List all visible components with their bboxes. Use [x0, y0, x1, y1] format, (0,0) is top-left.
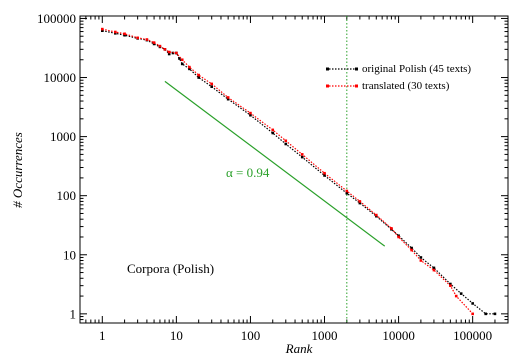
x-tick-label: 1	[99, 328, 106, 343]
data-point	[226, 97, 230, 101]
data-point	[158, 44, 162, 48]
legend: original Polish (45 texts) translated (3…	[326, 63, 471, 92]
data-point	[152, 42, 156, 46]
data-point	[300, 155, 304, 159]
data-point	[432, 266, 436, 270]
data-point	[493, 312, 497, 316]
data-point	[210, 82, 214, 86]
data-point	[390, 227, 393, 230]
data-point	[358, 200, 362, 203]
data-point	[145, 38, 149, 41]
data-point	[271, 131, 275, 135]
data-point	[300, 153, 304, 156]
data-point	[358, 201, 362, 205]
legend-marker	[355, 67, 358, 71]
y-axis-title: # Occurrences	[10, 132, 25, 208]
data-point	[197, 76, 200, 79]
data-point	[226, 96, 230, 99]
data-point	[459, 292, 463, 295]
data-point	[100, 29, 104, 33]
x-tick-label: 10	[170, 328, 183, 343]
legend-sample-translated	[326, 84, 358, 88]
data-point	[188, 67, 191, 71]
alpha-label: α = 0.94	[226, 165, 270, 180]
x-tick-label: 100000	[453, 328, 492, 343]
data-point	[163, 48, 167, 51]
data-point	[249, 113, 252, 117]
data-point	[180, 62, 184, 66]
data-point	[345, 191, 349, 195]
y-tick-label: 100	[57, 188, 77, 203]
data-point	[432, 268, 436, 272]
data-point	[449, 282, 452, 286]
series-translated	[100, 27, 474, 316]
legend-marker	[326, 84, 329, 88]
plot-frame	[79, 15, 509, 324]
axis-tick-labels: 1 10 100 1000 10000 100000 1 10 100 1000 10000 1000…	[37, 11, 492, 343]
data-point	[484, 312, 488, 316]
data-point	[123, 32, 126, 36]
data-point	[397, 235, 400, 239]
data-point	[323, 174, 326, 177]
y-tick-label: 10000	[44, 70, 77, 85]
data-point	[167, 50, 171, 54]
axis-ticks	[80, 16, 508, 324]
legend-marker	[326, 67, 329, 71]
data-point	[454, 294, 458, 298]
data-point	[284, 142, 288, 146]
data-point	[374, 213, 378, 217]
data-point	[471, 302, 474, 305]
data-point	[178, 57, 181, 60]
data-point	[345, 189, 349, 193]
x-axis-title: Rank	[285, 341, 313, 356]
data-point	[284, 139, 288, 143]
data-point	[175, 51, 178, 55]
data-point	[114, 32, 117, 35]
data-point	[152, 41, 156, 44]
data-point	[167, 52, 171, 56]
data-point	[123, 33, 126, 37]
y-tick-label: 1	[70, 306, 77, 321]
x-tick-label: 100	[241, 328, 261, 343]
alpha-reference-line	[164, 80, 386, 247]
legend-marker	[355, 84, 358, 88]
y-tick-label: 1000	[50, 129, 76, 144]
data-point	[114, 30, 117, 34]
data-point	[210, 85, 214, 88]
data-point	[271, 128, 275, 132]
legend-sample-original-polish	[326, 67, 358, 71]
x-tick-label: 10000	[382, 328, 415, 343]
corpora-annotation: Corpora (Polish)	[127, 261, 214, 276]
data-point	[323, 171, 326, 175]
data-point	[197, 73, 200, 77]
data-point	[471, 312, 474, 316]
data-point	[136, 36, 139, 40]
data-point	[419, 259, 423, 262]
data-point	[410, 248, 413, 252]
data-point	[449, 284, 452, 287]
y-tick-label: 10	[63, 247, 76, 262]
data-point	[188, 65, 191, 69]
data-point	[100, 27, 104, 31]
legend-label-original-polish: original Polish (45 texts)	[362, 63, 471, 75]
x-tick-label: 1000	[312, 328, 338, 343]
data-point	[419, 256, 423, 259]
legend-label-translated: translated (30 texts)	[362, 80, 450, 92]
alpha-fit-line	[164, 80, 386, 247]
data-point	[249, 111, 252, 115]
data-point	[180, 58, 184, 62]
data-point	[410, 246, 413, 250]
y-tick-label: 100000	[37, 11, 76, 26]
